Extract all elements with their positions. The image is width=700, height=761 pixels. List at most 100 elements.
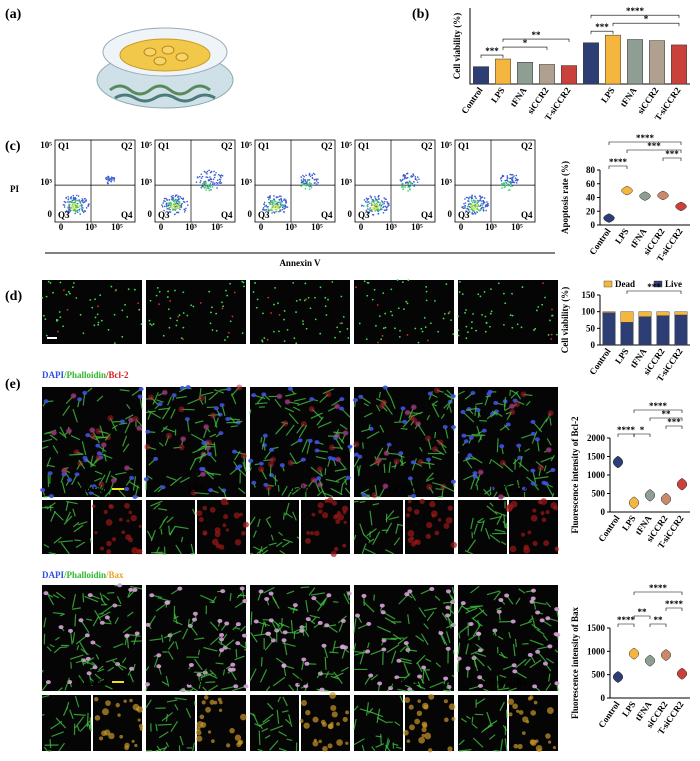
flow-dot: [74, 207, 77, 210]
flow-dot: [75, 200, 77, 202]
fiber: [471, 617, 483, 627]
flow-dot: [68, 209, 70, 211]
stain: [165, 432, 172, 439]
fiber: [282, 696, 288, 707]
fiber: [282, 538, 293, 543]
flow-dot: [385, 206, 388, 209]
fiber: [83, 657, 95, 665]
flow-dot: [403, 186, 405, 188]
cell: [177, 315, 180, 318]
fiber: [215, 662, 224, 665]
flow-dot: [220, 182, 223, 184]
flow-dot: [504, 181, 507, 184]
fiber: [477, 521, 484, 524]
stain: [196, 735, 203, 742]
flow-dot: [174, 202, 177, 205]
fiber: [385, 522, 393, 534]
fiber: [400, 427, 408, 430]
nucleus: [269, 447, 275, 452]
cell: [97, 321, 100, 324]
stain: [234, 539, 242, 546]
fiber: [145, 699, 152, 709]
fiber: [285, 718, 291, 725]
nucleus: [445, 646, 451, 651]
fiber: [265, 516, 271, 521]
fiber: [524, 448, 531, 453]
image-label: siCCR2: [389, 484, 420, 494]
fiber: [89, 717, 92, 732]
fiber: [42, 438, 53, 443]
flow-dot: [163, 197, 166, 200]
nucleus: [153, 456, 159, 461]
fiber: [94, 470, 103, 475]
stain: [199, 714, 205, 720]
flow-dot: [270, 207, 273, 210]
flow-dot: [515, 182, 518, 184]
image-label: Control: [77, 677, 107, 687]
flow-dot: [410, 175, 412, 178]
fiber: [95, 654, 100, 660]
cell: [190, 304, 193, 307]
flow-dot: [74, 209, 77, 211]
nucleus: [282, 630, 288, 635]
fiber: [310, 592, 325, 596]
bar-segment: [620, 322, 634, 346]
flow-dot: [374, 210, 376, 212]
stain: [206, 439, 213, 446]
stain: [431, 446, 438, 453]
fiber: [80, 619, 90, 634]
fiber: [200, 594, 214, 602]
nucleus: [265, 631, 271, 636]
nucleus: [527, 652, 533, 657]
fiber: [200, 672, 214, 679]
stain: [451, 716, 456, 721]
violin: [657, 190, 669, 201]
cell: [421, 330, 424, 333]
fiber: [79, 641, 88, 655]
nucleus: [450, 394, 456, 399]
bar: [627, 39, 643, 85]
fiber: [499, 674, 507, 679]
cell: [72, 286, 74, 289]
cell: [464, 311, 466, 314]
fiber: [330, 487, 343, 496]
flow-dot: [273, 211, 275, 213]
flow-dot: [408, 186, 411, 188]
flow-x-label: Annexin V: [279, 258, 321, 268]
cell: [303, 299, 306, 302]
nucleus: [143, 477, 149, 482]
stain: [314, 530, 320, 536]
fiber: [261, 435, 266, 450]
fiber: [260, 436, 263, 443]
nucleus: [88, 490, 94, 495]
stain: [134, 743, 138, 748]
cell: [94, 298, 97, 301]
fiber: [451, 674, 455, 678]
flow-dot: [379, 209, 381, 212]
fiber: [375, 404, 381, 412]
fiber: [426, 414, 431, 421]
stain: [507, 698, 515, 705]
y-tick-label: 0: [601, 507, 606, 517]
flow-dot: [363, 199, 366, 201]
nucleus: [235, 465, 241, 470]
fiber: [440, 413, 445, 420]
significance-label: ****: [626, 6, 645, 16]
fiber: [504, 738, 508, 752]
flow-dot: [480, 196, 483, 199]
stain: [540, 498, 548, 506]
flow-dot: [377, 208, 379, 211]
cell: [314, 318, 317, 321]
significance-label: **: [638, 607, 648, 617]
fiber: [419, 446, 423, 452]
flow-dot: [384, 205, 387, 208]
fiber: [288, 413, 299, 425]
micrograph: [301, 500, 350, 554]
fiber: [78, 674, 85, 684]
fiber: [493, 491, 498, 498]
fiber: [460, 717, 467, 723]
cell: [376, 304, 379, 306]
flow-dot: [273, 199, 276, 202]
cell: [394, 327, 396, 330]
cell: [375, 324, 377, 327]
